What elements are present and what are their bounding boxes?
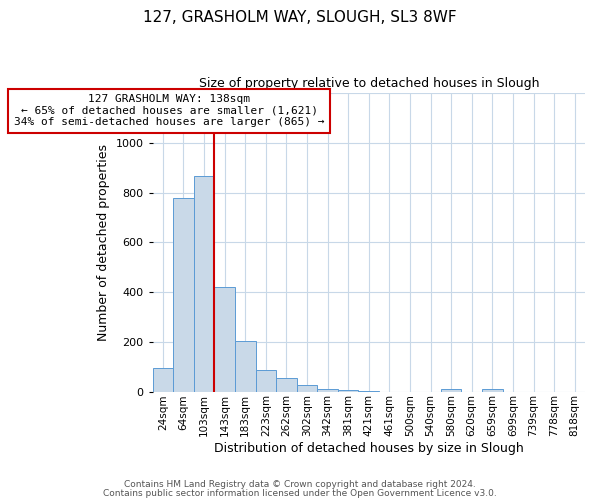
Bar (256, 370, 276, 392)
Bar (194, 176, 214, 392)
Bar (173, 198, 194, 392)
Bar (152, 368, 173, 392)
Bar (214, 287, 235, 392)
Text: 127 GRASHOLM WAY: 138sqm
← 65% of detached houses are smaller (1,621)
34% of sem: 127 GRASHOLM WAY: 138sqm ← 65% of detach… (14, 94, 324, 128)
Bar (296, 386, 317, 392)
Bar (235, 340, 256, 392)
Y-axis label: Number of detached properties: Number of detached properties (97, 144, 110, 341)
Bar (338, 390, 358, 392)
Text: 127, GRASHOLM WAY, SLOUGH, SL3 8WF: 127, GRASHOLM WAY, SLOUGH, SL3 8WF (143, 10, 457, 25)
Text: Contains public sector information licensed under the Open Government Licence v3: Contains public sector information licen… (103, 488, 497, 498)
Bar (276, 378, 296, 392)
Bar (441, 389, 461, 392)
Text: Contains HM Land Registry data © Crown copyright and database right 2024.: Contains HM Land Registry data © Crown c… (124, 480, 476, 489)
Title: Size of property relative to detached houses in Slough: Size of property relative to detached ho… (199, 78, 539, 90)
X-axis label: Distribution of detached houses by size in Slough: Distribution of detached houses by size … (214, 442, 524, 455)
Bar (482, 389, 503, 392)
Bar (317, 389, 338, 392)
